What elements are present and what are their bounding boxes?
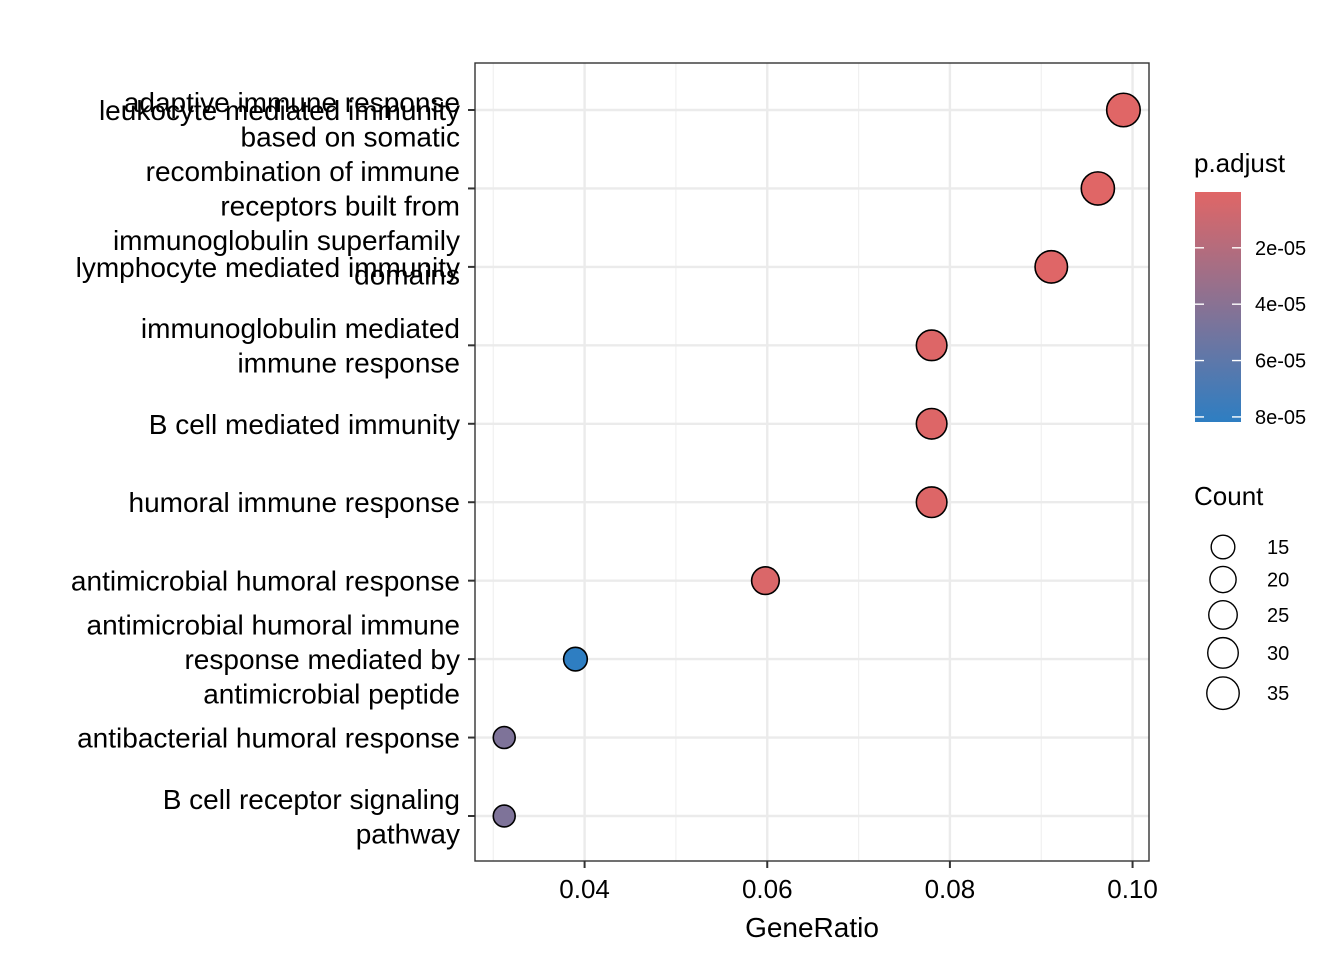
color-legend-label: 6e-05 [1255,351,1306,373]
size-legend-label: 20 [1267,570,1289,592]
x-axis-title: GeneRatio [745,912,879,943]
plot-panel-border [474,62,1150,862]
data-point [1034,249,1069,284]
color-legend-label: 8e-05 [1255,407,1306,429]
data-point [1080,171,1116,206]
x-axis-labels: 0.04 0.06 0.08 0.10 [559,874,1158,904]
size-legend-key [1207,636,1239,669]
y-tick-label: adaptive immune response based on somatic… [113,87,460,291]
y-tick-label: humoral immune response [129,487,461,518]
y-tick-label: antibacterial humoral response [77,723,460,754]
x-tick-label: 0.10 [1107,874,1158,904]
data-point [562,646,589,672]
axis-ticks [468,109,1134,868]
size-legend-items: 15 20 25 30 35 [1206,534,1289,711]
data-point [750,566,781,596]
color-legend-title: p.adjust [1194,148,1286,178]
data-point [492,804,516,828]
size-legend-label: 35 [1267,683,1289,705]
x-tick-label: 0.04 [559,874,610,904]
size-legend-label: 15 [1267,537,1289,559]
y-tick-label: lymphocyte mediated immunity [76,252,460,283]
y-tick-label: antimicrobial humoral response [71,566,460,597]
size-legend-label: 30 [1267,643,1289,665]
x-tick-label: 0.08 [925,874,976,904]
data-point [915,486,948,519]
y-tick-label: B cell mediated immunity [149,409,460,440]
data-point [492,725,516,750]
y-tick-label: antimicrobial humoral immune response med… [87,610,460,710]
color-legend: p.adjust 2e-05 4e-05 6e-05 8e-05 [1194,148,1306,429]
size-legend-key [1208,599,1238,630]
x-tick-label: 0.06 [742,874,793,904]
data-point [1105,92,1141,128]
size-legend: Count 15 20 25 30 35 [1194,481,1289,711]
y-tick-label: immunoglobulin mediated immune response [141,313,460,379]
data-point [915,329,948,362]
size-legend-key [1209,565,1237,594]
y-tick-label: B cell receptor signaling pathway [163,784,460,850]
size-legend-label: 25 [1267,605,1289,627]
color-legend-ticks: 2e-05 4e-05 6e-05 8e-05 [1195,238,1306,429]
color-legend-bar [1195,192,1241,422]
data-points [492,92,1141,828]
size-legend-key [1206,676,1240,711]
grid-layer [475,63,1149,861]
color-legend-label: 2e-05 [1255,238,1306,260]
size-legend-title: Count [1194,481,1264,511]
data-point [915,407,948,440]
color-legend-label: 4e-05 [1255,294,1306,316]
y-tick-label: leukocyte mediated immunity [99,95,460,126]
size-legend-key [1210,534,1236,560]
